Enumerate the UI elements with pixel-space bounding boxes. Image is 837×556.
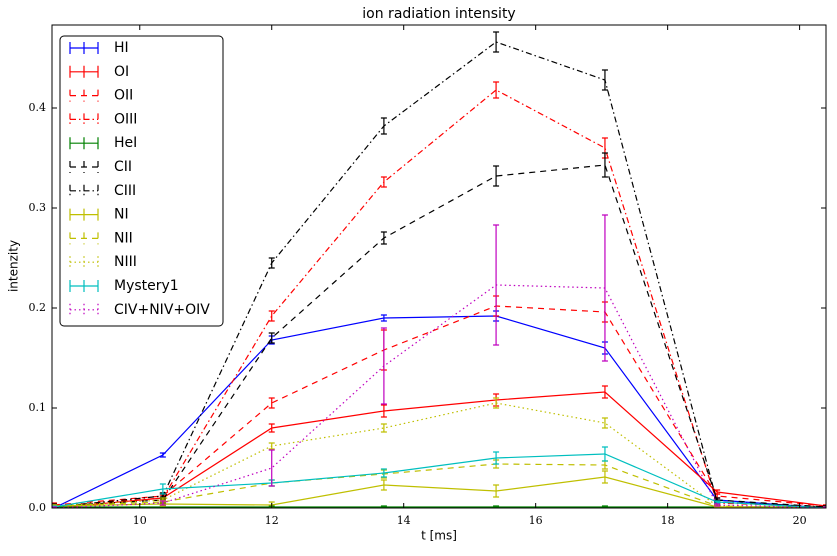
error-bar [493,165,500,187]
error-bar [159,452,166,458]
x-tick-label: 20 [793,514,807,527]
error-bar [159,483,166,495]
x-axis-label: t [ms] [421,529,457,543]
error-bar [823,505,826,508]
error-bar [823,506,826,508]
error-bar [493,484,500,498]
legend-box [59,35,224,327]
error-bar [601,470,608,484]
error-bar [52,506,57,508]
legend-symbol [69,89,99,102]
legend-label: OI [114,64,129,80]
legend-symbol [69,303,99,316]
legend-label: CIV+NIV+OIV [114,302,210,318]
error-bar [380,423,387,433]
series-line [53,402,826,508]
chart-title: ion radiation intensity [362,6,515,22]
error-bar [601,152,608,178]
legend-symbol [69,184,99,197]
legend-label: OII [114,88,133,104]
legend-label: NII [114,230,133,246]
legend-label: CIII [114,183,136,199]
error-bar [493,31,500,53]
series-line [53,476,826,508]
series-line [53,391,826,508]
error-bar [380,231,387,245]
legend-symbol [69,208,99,221]
error-bar [268,423,275,433]
error-bar [380,327,387,405]
y-tick-label: 0.0 [29,501,47,514]
legend-label: Mystery1 [114,278,179,294]
error-bar [380,479,387,491]
error-bar [380,117,387,135]
error-bar [714,500,721,504]
error-bar [380,176,387,188]
error-bar [268,449,275,487]
legend-symbol [69,65,99,78]
error-bar [601,417,608,429]
error-bar [493,224,500,346]
series-line [53,41,826,508]
legend-symbol [69,42,99,54]
y-axis-label: intenzity [7,240,21,292]
error-bar [493,451,500,465]
series-line [53,305,826,507]
x-tick-label: 10 [133,514,147,527]
legend-symbol [69,232,99,245]
error-bar [268,442,275,450]
series-line [53,164,826,508]
error-bar [380,404,387,418]
legend-label: HI [114,40,129,56]
plot-area [52,31,826,508]
legend: HI OI OII OIII HeI CII CIII NI NII NIII Mystery1 CI… [59,35,224,327]
legend-label: NIII [114,254,137,270]
error-bar [601,69,608,91]
series-line [53,453,826,508]
error-bar [714,503,721,507]
error-bar [493,81,500,99]
y-tick-label: 0.1 [29,401,47,414]
error-bar [380,314,387,322]
series-line [53,463,826,508]
legend-symbol [69,280,99,292]
y-tick-label: 0.2 [29,301,47,314]
axes-frame [51,24,827,509]
legend-symbol [69,137,99,150]
legend-label: NI [114,207,129,223]
x-tick-label: 12 [265,514,279,527]
legend-label: CII [114,159,132,175]
legend-label: OIII [114,111,137,127]
error-bar [601,446,608,462]
x-tick-label: 18 [661,514,675,527]
error-bar [493,397,500,409]
error-bar [159,500,166,506]
y-tick-label: 0.3 [29,201,47,214]
y-tick-label: 0.4 [29,101,47,114]
legend-symbol [69,113,99,126]
legend-label: HeI [114,135,137,151]
error-bar [380,468,387,478]
error-bar [268,332,275,344]
series-line [53,89,826,508]
x-tick-label: 16 [529,514,543,527]
error-bar [601,214,608,362]
error-bar [268,310,275,322]
error-bar [601,385,608,399]
error-bar [268,397,275,409]
error-bar [268,257,275,269]
legend-symbol [69,161,99,173]
x-tick-label: 14 [397,514,411,527]
legend-symbol [69,256,99,269]
